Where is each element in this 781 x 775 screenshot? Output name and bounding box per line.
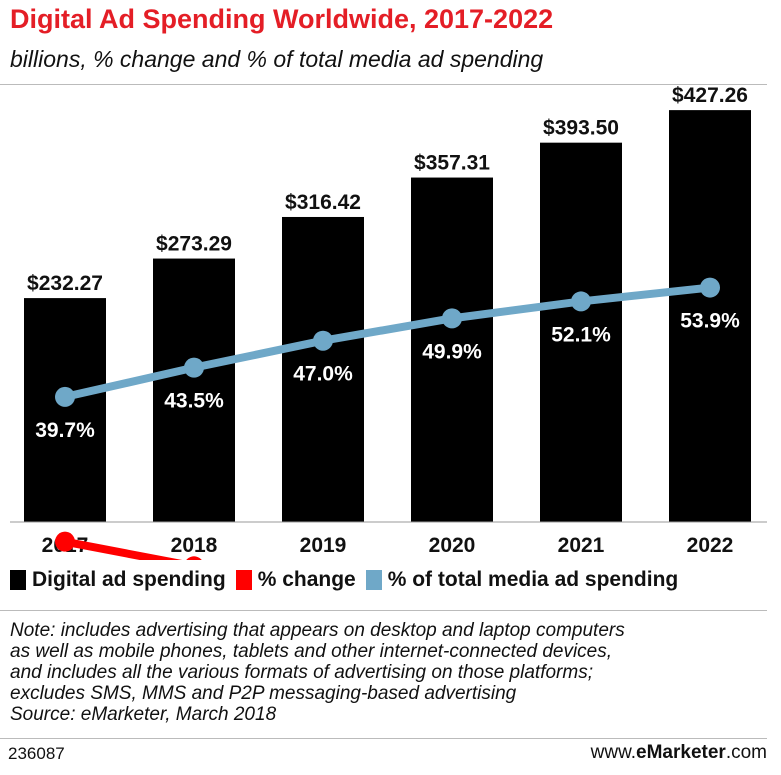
note-line: Note: includes advertising that appears …	[10, 620, 625, 641]
note-line: excludes SMS, MMS and P2P messaging-base…	[10, 683, 517, 704]
percent-of-total-value-label: 53.9%	[680, 310, 740, 333]
bar	[669, 110, 751, 522]
legend-item-percent-of-total: % of total media ad spending	[365, 568, 679, 592]
bar-value-label: $316.42	[285, 191, 361, 214]
percent-of-total-value-label: 47.0%	[293, 363, 353, 386]
x-tick-label: 2021	[558, 534, 605, 557]
source-note: Note: includes advertising that appears …	[10, 620, 770, 725]
x-tick-label: 2019	[300, 534, 347, 557]
bar	[153, 258, 235, 522]
legend-label: % change	[257, 568, 356, 591]
brand-name: eMarketer	[636, 742, 726, 763]
bar	[282, 216, 364, 522]
bar-value-label: $393.50	[543, 117, 619, 140]
chart-subtitle: billions, % change and % of total media …	[10, 46, 544, 72]
legend-swatch-blue	[365, 570, 382, 590]
note-line: and includes all the various formats of …	[10, 662, 593, 683]
bar	[24, 298, 106, 522]
legend-label: Digital ad spending	[32, 568, 226, 591]
x-tick-label: 2020	[429, 534, 476, 557]
percent-of-total-point	[184, 357, 204, 378]
note-divider	[0, 610, 767, 611]
combo-chart: $232.272017$273.292018$316.422019$357.31…	[10, 84, 767, 560]
brand-link[interactable]: www.eMarketer.com	[591, 742, 767, 764]
bar-value-label: $427.26	[672, 84, 748, 107]
footer-divider	[0, 738, 767, 739]
legend-item-percent-change: % change	[235, 568, 356, 592]
percent-of-total-line	[61, 283, 714, 401]
percent-of-total-point	[700, 277, 720, 298]
bar-value-label: $273.29	[156, 233, 232, 256]
bar	[411, 177, 493, 522]
brand-suffix: .com	[725, 742, 767, 763]
percent-of-total-point	[442, 308, 462, 329]
legend-swatch-red	[235, 570, 252, 590]
legend-swatch-black	[10, 570, 26, 590]
percent-change-line	[61, 537, 183, 560]
percent-of-total-value-label: 43.5%	[164, 390, 224, 413]
percent-change-point	[55, 531, 75, 552]
x-tick-label: 2018	[171, 534, 218, 557]
note-line: Source: eMarketer, March 2018	[10, 704, 277, 725]
percent-of-total-point	[313, 330, 333, 351]
chart-id: 236087	[8, 744, 65, 763]
legend-label: % of total media ad spending	[387, 568, 679, 591]
bar	[540, 142, 622, 522]
percent-change-point	[186, 556, 202, 560]
bar-value-label: $357.31	[414, 152, 490, 175]
percent-of-total-value-label: 49.9%	[422, 340, 482, 363]
chart-title: Digital Ad Spending Worldwide, 2017-2022	[10, 4, 554, 34]
percent-of-total-point	[571, 291, 591, 312]
note-line: as well as mobile phones, tablets and ot…	[10, 641, 613, 662]
percent-of-total-point	[55, 386, 75, 407]
percent-of-total-value-label: 39.7%	[35, 419, 95, 442]
percent-of-total-value-label: 52.1%	[551, 323, 611, 346]
bar-value-label: $232.27	[27, 272, 103, 295]
x-tick-label: 2022	[687, 534, 734, 557]
legend: Digital ad spending % change % of total …	[10, 568, 688, 592]
brand-prefix: www.	[590, 742, 637, 763]
legend-item-digital-ad-spending: Digital ad spending	[10, 568, 226, 592]
top-divider	[0, 84, 767, 85]
